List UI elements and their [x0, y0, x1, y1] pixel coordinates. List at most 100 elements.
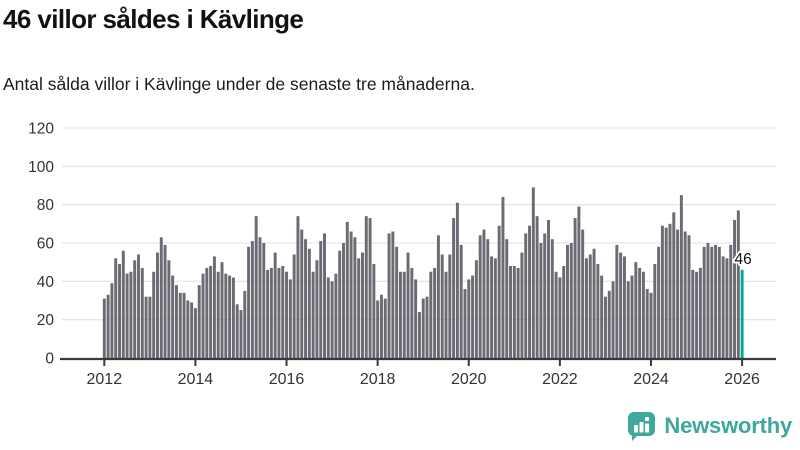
- bar: [558, 277, 562, 358]
- x-axis-label: 2018: [360, 371, 396, 388]
- bar: [702, 246, 706, 358]
- highlighted-bar: [740, 269, 744, 358]
- bar: [387, 233, 391, 358]
- x-axis-label: 2022: [542, 371, 578, 388]
- bar: [266, 269, 270, 358]
- bar: [698, 267, 702, 358]
- bar: [239, 310, 243, 358]
- bar: [201, 273, 205, 358]
- page-title: 46 villor såldes i Kävlinge: [3, 4, 304, 34]
- bar: [467, 279, 471, 358]
- bar: [619, 252, 623, 358]
- bar: [463, 289, 467, 358]
- bar: [596, 264, 600, 358]
- bar: [615, 244, 619, 358]
- bar: [645, 289, 649, 358]
- bar: [118, 264, 121, 358]
- bar: [163, 244, 167, 358]
- last-value-annotation: 46: [734, 251, 751, 268]
- bar: [307, 248, 311, 358]
- bar: [592, 248, 596, 358]
- bar: [528, 225, 531, 358]
- bar: [710, 246, 714, 358]
- bar: [581, 229, 585, 358]
- x-axis-label: 2014: [178, 371, 214, 388]
- bar: [250, 241, 254, 358]
- bar: [448, 254, 452, 358]
- bar: [638, 267, 642, 358]
- x-axis-label: 2012: [87, 371, 123, 388]
- bar: [520, 252, 524, 358]
- bar: [285, 271, 289, 358]
- bar: [505, 239, 509, 358]
- bar: [455, 202, 459, 358]
- bar: [379, 294, 383, 358]
- bar: [315, 260, 319, 358]
- bar: [676, 229, 680, 358]
- bar: [683, 231, 687, 358]
- bar: [524, 233, 528, 358]
- bar: [273, 252, 277, 358]
- bar: [585, 258, 588, 358]
- bar: [311, 271, 315, 358]
- bar: [535, 216, 539, 358]
- bar: [288, 279, 292, 358]
- chart-subtitle: Antal sålda villor i Kävlinge under de s…: [3, 74, 475, 94]
- bar: [156, 252, 159, 358]
- bar: [641, 271, 645, 358]
- bar: [110, 283, 114, 358]
- bar: [607, 290, 611, 358]
- bar: [516, 267, 520, 358]
- bar: [376, 300, 380, 358]
- bar: [440, 254, 444, 358]
- bar: [501, 197, 505, 358]
- bar: [436, 235, 440, 358]
- bar: [471, 275, 475, 358]
- bar: [562, 266, 566, 358]
- bar: [338, 250, 342, 358]
- bar: [706, 243, 710, 358]
- bar: [714, 244, 718, 358]
- x-axis-label: 2026: [724, 371, 760, 388]
- bar: [395, 246, 399, 358]
- bar: [550, 239, 554, 358]
- bar: [121, 250, 125, 358]
- newsworthy-bubble-chart-icon: [628, 412, 656, 441]
- bar: [334, 273, 338, 358]
- sales-bar-chart: 0 20 40 60 80 100 120 2012 2014 2016 2018 2020 2022 2…: [28, 121, 776, 388]
- bar: [186, 300, 190, 358]
- bar: [603, 296, 607, 358]
- bar: [509, 266, 513, 358]
- bar: [402, 271, 406, 358]
- bar: [486, 239, 490, 358]
- bar: [296, 216, 300, 358]
- bar: [653, 264, 657, 358]
- bar: [725, 258, 729, 358]
- bar: [304, 239, 308, 358]
- bar: [664, 227, 668, 358]
- bar: [569, 243, 573, 358]
- bar: [391, 231, 395, 358]
- bar: [178, 292, 182, 358]
- bar: [493, 258, 497, 358]
- bar: [406, 252, 410, 358]
- y-axis-label: 80: [37, 197, 55, 214]
- bar: [190, 302, 194, 358]
- bar: [452, 218, 456, 358]
- bar: [148, 296, 152, 358]
- bar: [193, 308, 197, 358]
- bar: [539, 243, 543, 358]
- y-axis-label: 60: [37, 236, 55, 253]
- bar: [687, 235, 691, 358]
- bar: [421, 298, 425, 358]
- bar: [543, 233, 547, 358]
- bar: [721, 256, 725, 358]
- bar: [262, 243, 266, 358]
- bar: [197, 285, 201, 358]
- y-axis-label: 100: [28, 159, 54, 176]
- bar: [140, 267, 144, 358]
- bar: [281, 266, 285, 358]
- bar: [326, 277, 330, 358]
- bar: [577, 206, 581, 358]
- bar: [152, 271, 156, 358]
